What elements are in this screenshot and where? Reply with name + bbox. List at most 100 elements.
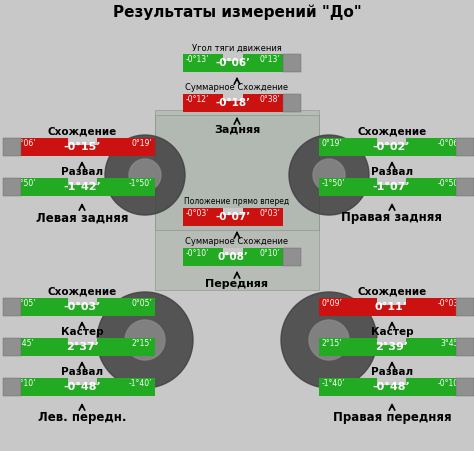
Text: Лев. передн.: Лев. передн. <box>38 411 126 424</box>
Circle shape <box>313 159 345 191</box>
FancyBboxPatch shape <box>68 378 97 385</box>
FancyBboxPatch shape <box>223 248 243 255</box>
Text: Передняя: Передняя <box>206 279 268 289</box>
FancyBboxPatch shape <box>456 338 474 356</box>
FancyBboxPatch shape <box>3 378 21 396</box>
Text: -0°13’: -0°13’ <box>186 55 210 64</box>
Text: Правая передняя: Правая передняя <box>333 411 451 424</box>
Text: -1°50’: -1°50’ <box>322 179 346 188</box>
FancyBboxPatch shape <box>319 138 464 156</box>
Text: -0°50’: -0°50’ <box>13 179 36 188</box>
FancyBboxPatch shape <box>319 378 464 396</box>
Text: -0°10’: -0°10’ <box>186 249 210 258</box>
FancyBboxPatch shape <box>283 248 301 266</box>
Text: -0°03’: -0°03’ <box>64 302 101 312</box>
Text: -0°15’: -0°15’ <box>64 142 101 152</box>
Text: Развал: Развал <box>61 367 103 377</box>
Text: 0°03’: 0°03’ <box>259 209 280 218</box>
Circle shape <box>125 320 165 360</box>
Text: -0°10’: -0°10’ <box>13 379 36 388</box>
FancyBboxPatch shape <box>319 178 464 196</box>
Text: Развал: Развал <box>371 167 413 177</box>
Text: Суммарное Схождение: Суммарное Схождение <box>185 238 289 247</box>
FancyBboxPatch shape <box>3 138 21 156</box>
Text: 2°15’: 2°15’ <box>322 339 343 348</box>
FancyBboxPatch shape <box>3 298 21 316</box>
Text: -0°05’: -0°05’ <box>13 299 36 308</box>
FancyBboxPatch shape <box>155 110 319 290</box>
Text: 3°45’: 3°45’ <box>13 339 34 348</box>
Text: -0°03’: -0°03’ <box>438 299 461 308</box>
FancyBboxPatch shape <box>456 298 474 316</box>
FancyBboxPatch shape <box>3 178 21 196</box>
Text: 2°15’: 2°15’ <box>131 339 152 348</box>
Text: 0°10’: 0°10’ <box>259 249 280 258</box>
Text: 3°45’: 3°45’ <box>440 339 461 348</box>
FancyBboxPatch shape <box>456 378 474 396</box>
FancyBboxPatch shape <box>377 378 406 385</box>
Text: -0°02’: -0°02’ <box>373 142 410 152</box>
Text: Схождение: Схождение <box>47 127 117 137</box>
Text: Правая задняя: Правая задняя <box>341 212 443 225</box>
Text: -0°18’: -0°18’ <box>216 98 250 108</box>
FancyBboxPatch shape <box>319 298 464 316</box>
FancyBboxPatch shape <box>155 115 319 230</box>
FancyBboxPatch shape <box>183 248 283 266</box>
FancyBboxPatch shape <box>68 298 97 305</box>
Text: -0°07’: -0°07’ <box>216 212 251 222</box>
FancyBboxPatch shape <box>183 54 283 72</box>
Text: Результаты измерений "До": Результаты измерений "До" <box>113 4 361 20</box>
Text: Угол тяги движения: Угол тяги движения <box>192 43 282 52</box>
FancyBboxPatch shape <box>10 298 155 316</box>
FancyBboxPatch shape <box>183 208 283 226</box>
Circle shape <box>129 159 161 191</box>
Text: Схождение: Схождение <box>357 287 427 297</box>
Text: -0°03’: -0°03’ <box>186 209 210 218</box>
Text: -1°07’: -1°07’ <box>373 182 410 192</box>
FancyBboxPatch shape <box>319 338 464 356</box>
Text: Левая задняя: Левая задняя <box>36 212 128 225</box>
Text: -0°12’: -0°12’ <box>186 95 210 104</box>
FancyBboxPatch shape <box>68 178 97 185</box>
Text: -0°48’: -0°48’ <box>64 382 101 392</box>
Text: -0°06’: -0°06’ <box>438 139 461 148</box>
Text: -0°10’: -0°10’ <box>438 379 461 388</box>
Text: 0°11’: 0°11’ <box>375 302 408 312</box>
Circle shape <box>289 135 369 215</box>
Text: -1°42’: -1°42’ <box>64 182 101 192</box>
Text: 0°09’: 0°09’ <box>322 299 343 308</box>
Text: 0°19’: 0°19’ <box>322 139 343 148</box>
FancyBboxPatch shape <box>10 338 155 356</box>
Text: 0°08’: 0°08’ <box>218 252 248 262</box>
Text: Положение прямо вперед: Положение прямо вперед <box>184 198 290 207</box>
Text: -0°06’: -0°06’ <box>216 58 250 68</box>
FancyBboxPatch shape <box>223 208 243 215</box>
Text: Кастер: Кастер <box>371 327 413 337</box>
FancyBboxPatch shape <box>10 178 155 196</box>
Text: 0°05’: 0°05’ <box>131 299 152 308</box>
FancyBboxPatch shape <box>3 338 21 356</box>
Text: -1°40’: -1°40’ <box>322 379 346 388</box>
Circle shape <box>309 320 349 360</box>
Text: -1°40’: -1°40’ <box>128 379 152 388</box>
FancyBboxPatch shape <box>456 178 474 196</box>
Text: -0°48’: -0°48’ <box>373 382 410 392</box>
Circle shape <box>105 135 185 215</box>
Text: -0°06’: -0°06’ <box>13 139 36 148</box>
Text: Суммарное Схождение: Суммарное Схождение <box>185 83 289 92</box>
Text: 0°38’: 0°38’ <box>259 95 280 104</box>
FancyBboxPatch shape <box>183 94 283 112</box>
Circle shape <box>281 292 377 388</box>
FancyBboxPatch shape <box>10 138 155 156</box>
FancyBboxPatch shape <box>377 298 406 305</box>
FancyBboxPatch shape <box>68 138 97 145</box>
FancyBboxPatch shape <box>283 54 301 72</box>
Text: Развал: Развал <box>61 167 103 177</box>
Text: 2°39’: 2°39’ <box>375 342 408 352</box>
FancyBboxPatch shape <box>68 338 97 345</box>
FancyBboxPatch shape <box>283 94 301 112</box>
Text: Задняя: Задняя <box>214 125 260 135</box>
FancyBboxPatch shape <box>377 178 406 185</box>
FancyBboxPatch shape <box>223 54 243 61</box>
Text: Развал: Развал <box>371 367 413 377</box>
